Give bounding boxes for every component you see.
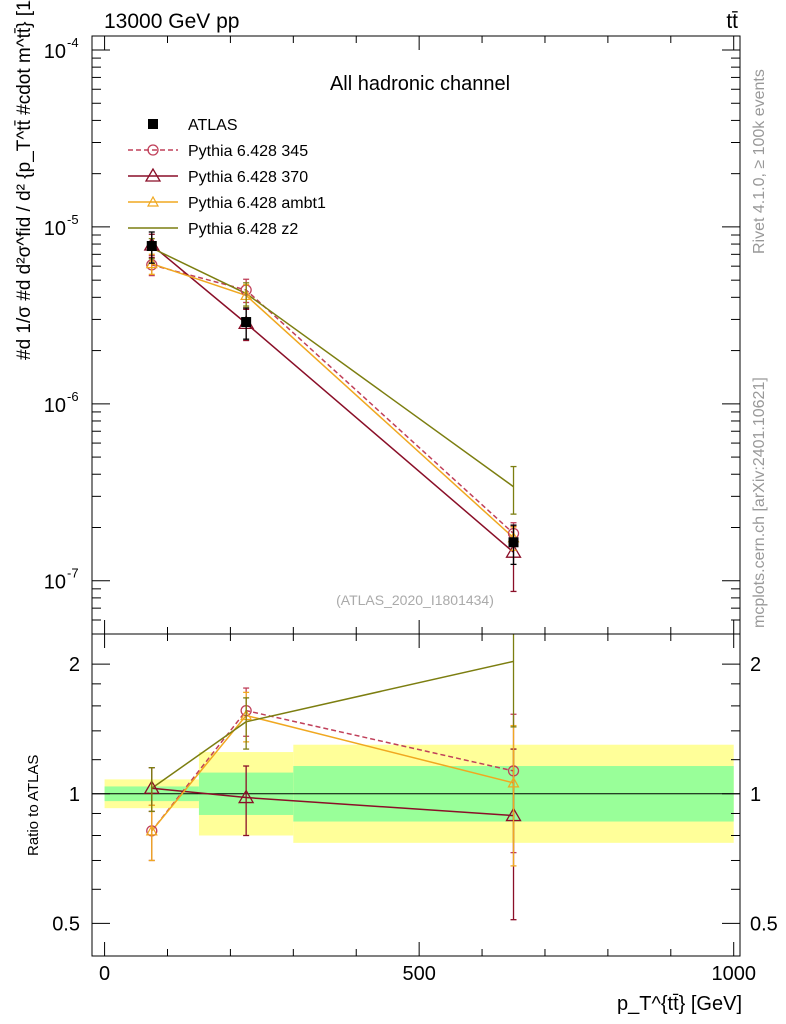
ratio-y-tick-label: 0.5: [52, 913, 80, 935]
ratio-y-tick-label: 2: [69, 654, 80, 676]
series-line-pythia-6-428-z2: [151, 247, 514, 488]
legend: ATLAS Pythia 6.428 345 Pythia 6.428 370 Pyt…: [128, 117, 326, 238]
x-tick-label: 0: [99, 963, 110, 985]
series-line-pythia-6-428-345: [151, 264, 515, 535]
legend-label-atlas: ATLAS: [188, 117, 238, 134]
ratio-y-tick-label: 1: [69, 784, 80, 806]
ratio-axis-ticks: 0 500 1000 0.5 0.5 1 1 2 2: [52, 634, 778, 985]
ratio-series-markers: [143, 634, 522, 921]
rivet-version-label: Rivet 4.1.0, ≥ 100k events: [751, 69, 768, 254]
mcplots-label: mcplots.cern.ch [arXiv:2401.10621]: [751, 377, 768, 628]
legend-label-pythia-6-428-370: Pythia 6.428 370: [188, 169, 308, 186]
data-point-atlas: [241, 317, 252, 328]
y-tick-label: 10: [44, 395, 66, 417]
process-label: tt̄: [726, 10, 738, 33]
ratio-y-tick-label-right: 1: [750, 784, 761, 806]
main-series-markers: [143, 231, 522, 593]
y-tick-label: 10: [44, 572, 66, 594]
analysis-tag: (ATLAS_2020_I1801434): [336, 592, 494, 608]
main-series-lines: [151, 244, 515, 553]
ratio-point-pythia-6-428-370: [238, 789, 255, 804]
x-axis-label: p_T^{tt̄} [GeV]: [617, 993, 742, 1015]
y-tick-exponent: -4: [67, 35, 79, 50]
ratio-y-tick-label-right: 2: [750, 654, 761, 676]
ratio-plot-panel: 0 500 1000 0.5 0.5 1 1 2 2: [52, 633, 778, 985]
y-tick-label: 10: [44, 218, 66, 240]
x-tick-label: 1000: [711, 963, 756, 985]
ratio-point-pythia-6-428-ambt1: [145, 824, 158, 836]
legend-label-pythia-6-428-z2: Pythia 6.428 z2: [188, 221, 298, 238]
legend-marker-atlas: [148, 119, 158, 129]
legend-label-pythia-6-428-345: Pythia 6.428 345: [188, 143, 308, 160]
main-y-axis-label: #d 1/σ #d d²σ^fid / d² {p_T^tt̄ #cdot m^…: [14, 0, 35, 360]
series-line-pythia-6-428-370: [151, 244, 515, 553]
y-tick-exponent: -6: [67, 389, 79, 404]
ratio-point-pythia-6-428-ambt1: [507, 776, 520, 788]
legend-marker-pythia-6-428-ambt1: [146, 195, 160, 207]
ratio-y-tick-label-right: 0.5: [750, 913, 778, 935]
legend-marker-pythia-6-428-370: [144, 167, 162, 182]
y-tick-exponent: -5: [67, 212, 79, 227]
energy-label: 13000 GeV pp: [104, 10, 239, 33]
main-y-axis-label-text: #d 1/σ #d d²σ^fid / d² {p_T^tt̄ #cdot m^…: [14, 0, 35, 360]
x-tick-label: 500: [402, 963, 435, 985]
legend-label-pythia-6-428-ambt1: Pythia 6.428 ambt1: [188, 195, 326, 212]
main-plot-panel: 10-710-610-510-4 All hadronic channel (A…: [44, 35, 741, 635]
y-tick-exponent: -7: [67, 566, 79, 581]
ratio-uncertainty-bands: [92, 744, 740, 843]
ratio-y-axis-label: Ratio to ATLAS: [25, 755, 42, 856]
legend-marker-pythia-6-428-345: [147, 144, 159, 156]
ratio-plot-frame: [91, 633, 741, 957]
chart-title: All hadronic channel: [330, 73, 510, 95]
y-tick-label: 10: [44, 41, 66, 63]
data-point-atlas: [146, 241, 157, 252]
series-line-pythia-6-428-ambt1: [151, 262, 515, 539]
data-point-atlas: [508, 537, 519, 548]
